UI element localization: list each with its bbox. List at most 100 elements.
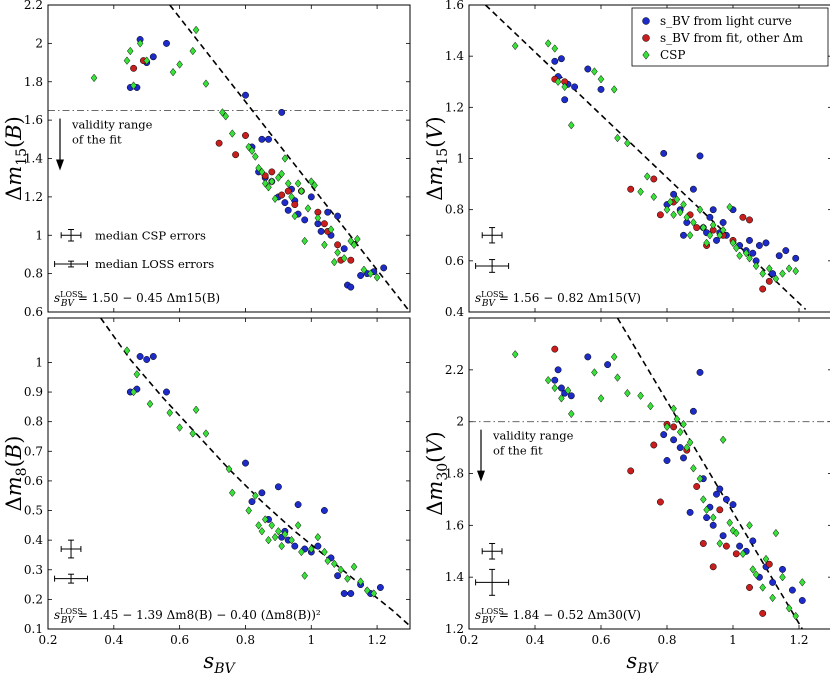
error-bar-csp — [481, 542, 503, 560]
y-tick-label: 2.2 — [445, 363, 464, 377]
fit-point — [656, 211, 664, 219]
fit-point — [716, 506, 724, 514]
y-tick-label: 1 — [456, 152, 464, 166]
csp-point — [766, 264, 773, 273]
csp-point — [726, 202, 733, 212]
csp-point — [265, 183, 272, 192]
csp-point — [301, 236, 308, 246]
lightcurve-point — [762, 239, 770, 247]
csp-point — [189, 429, 197, 438]
csp-point — [686, 231, 694, 240]
csp-point — [278, 169, 285, 179]
csp-point — [554, 77, 562, 86]
csp-point — [281, 154, 289, 163]
csp-point — [126, 46, 134, 56]
csp-point — [225, 464, 233, 474]
lightcurve-point — [689, 185, 697, 193]
lightcurve-point — [347, 590, 355, 597]
csp-point — [676, 427, 684, 437]
y-tick-label: 0.9 — [24, 385, 43, 399]
lightcurve-point — [284, 206, 292, 214]
csp-point — [271, 194, 279, 204]
csp-point — [785, 264, 793, 273]
lightcurve-point — [143, 356, 151, 363]
csp-point — [680, 200, 687, 209]
lightcurve-point — [670, 436, 678, 444]
lightcurve-point — [749, 249, 757, 257]
lightcurve-point — [557, 384, 565, 392]
y-tick-label: 1.6 — [445, 518, 464, 532]
csp-point — [561, 82, 568, 92]
csp-point — [192, 25, 200, 35]
fit-point — [627, 467, 635, 475]
csp-point — [683, 443, 691, 452]
y-tick-label: 1.6 — [445, 0, 464, 12]
x-tick-label: 1 — [729, 633, 737, 647]
csp-point — [624, 138, 631, 148]
csp-point — [568, 409, 575, 419]
y-tick-label: 0.4 — [24, 533, 43, 547]
csp-point — [785, 604, 793, 613]
csp-point — [291, 211, 299, 221]
csp-point — [551, 383, 559, 393]
csp-point — [709, 220, 717, 230]
lightcurve-point — [136, 353, 144, 360]
lightcurve-point — [755, 242, 763, 249]
y-tick-label: 2 — [456, 415, 464, 429]
fit-point — [627, 185, 635, 193]
y-tick-label: 1.4 — [445, 49, 464, 63]
csp-point — [650, 192, 658, 202]
y-tick-label: 0.7 — [24, 444, 43, 458]
legend-marker-0 — [642, 17, 650, 25]
lightcurve-point — [340, 245, 348, 253]
lightcurve-point — [706, 213, 714, 221]
lightcurve-point — [248, 498, 256, 506]
csp-point — [169, 67, 177, 77]
lightcurve-point — [696, 152, 704, 160]
x-tick-label: 0.2 — [38, 633, 57, 647]
panel-top-left: 0.6 0.8 1 1.2 1.4 1.6 1.8 2 2.2 Δm15(B) validity r… — [2, 0, 411, 319]
panel-bottom-right: 0.2 0.4 0.6 0.8 1 1.2 1.2 1.4 1.6 1.8 2 2.2 Δm30(V) v… — [423, 317, 830, 647]
lightcurve-point — [571, 83, 579, 91]
csp-point — [331, 257, 338, 267]
lightcurve-point — [551, 376, 559, 384]
csp-point — [252, 152, 259, 161]
x-tick-label: 0.4 — [104, 633, 123, 647]
csp-point — [271, 532, 279, 542]
csp-point — [350, 562, 358, 572]
csp-point — [294, 521, 302, 530]
y-tick-label: 1.4 — [445, 570, 464, 584]
lightcurve-point — [278, 108, 286, 116]
y-axis-label: Δm15(B) — [2, 116, 30, 201]
csp-point — [288, 535, 295, 545]
csp-point — [143, 56, 151, 65]
csp-point — [696, 474, 704, 483]
lightcurve-point — [749, 537, 757, 545]
lightcurve-point — [722, 495, 730, 503]
csp-point — [610, 352, 618, 362]
csp-point — [676, 208, 684, 217]
csp-point — [340, 254, 348, 263]
fit-point — [334, 241, 342, 249]
csp-point — [324, 556, 332, 566]
csp-point — [229, 488, 236, 497]
csp-point — [284, 179, 292, 188]
lightcurve-point — [663, 457, 671, 464]
csp-point — [597, 74, 605, 84]
csp-point — [591, 67, 598, 76]
legend-label-0: s_BV from light curve — [660, 14, 792, 28]
csp-point — [637, 391, 644, 400]
csp-point — [673, 195, 681, 204]
csp-point — [334, 248, 341, 257]
x-tick-label: 0.8 — [236, 633, 255, 647]
lightcurve-point — [294, 501, 302, 509]
csp-point — [719, 225, 727, 235]
csp-point — [703, 238, 710, 248]
lightcurve-point — [334, 572, 342, 580]
fit-line — [100, 318, 410, 627]
y-axis-label: Δm30(V) — [423, 431, 451, 516]
csp-point — [350, 240, 358, 250]
csp-point — [298, 547, 305, 557]
x-tick-label: 1 — [307, 633, 315, 647]
legend-box — [631, 7, 829, 67]
